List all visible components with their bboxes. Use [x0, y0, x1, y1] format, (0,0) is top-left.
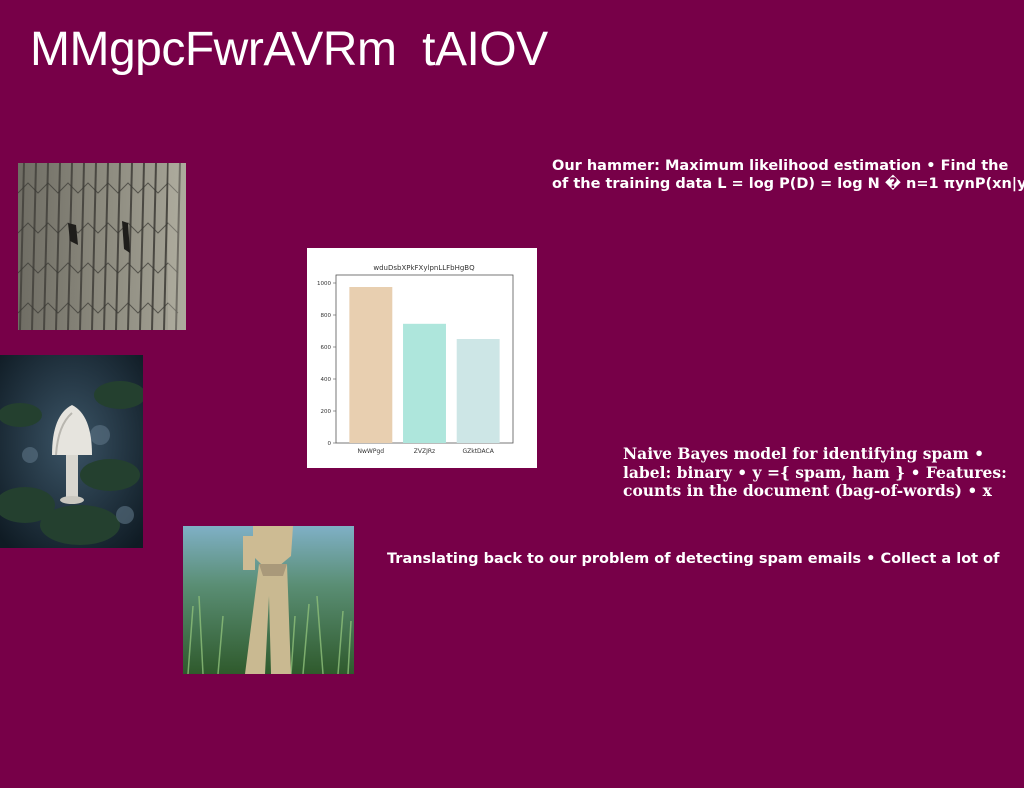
bar-chart: wduDsbXPkFXylpnLLFbHgBQ 0 200 400 600 800 100…	[307, 248, 537, 468]
text-block-mle: Our hammer: Maximum likelihood estimatio…	[552, 158, 1024, 192]
x-tick-label: NwWPgd	[358, 448, 385, 455]
mushroom-photo	[0, 355, 143, 548]
y-tick-label: 0	[328, 441, 332, 447]
text-block-spam-emails: Translating back to our problem of detec…	[387, 551, 1000, 567]
slide-title: MMgpcFwrAVRm tAIOV	[30, 23, 548, 76]
y-tick-label: 200	[321, 409, 332, 415]
person-in-grass-photo	[183, 526, 354, 674]
bar-ZVZJRz	[403, 323, 446, 443]
bar-NwWPgd	[349, 287, 393, 443]
y-tick-label: 600	[321, 345, 332, 351]
bar-GZktDACA	[456, 339, 500, 443]
y-tick-label: 800	[321, 313, 332, 319]
y-tick-label: 400	[321, 377, 332, 383]
x-tick-label: ZVZJRz	[414, 448, 435, 455]
text-block-naive-bayes: Naive Bayes model for identifying spam •…	[623, 444, 1007, 500]
ruins-photo	[18, 163, 186, 330]
y-tick-label: 1000	[317, 281, 331, 287]
chart-title: wduDsbXPkFXylpnLLFbHgBQ	[373, 264, 475, 272]
bar-chart-svg: wduDsbXPkFXylpnLLFbHgBQ 0 200 400 600 800 100…	[317, 264, 514, 455]
x-tick-label: GZktDACA	[462, 448, 494, 455]
